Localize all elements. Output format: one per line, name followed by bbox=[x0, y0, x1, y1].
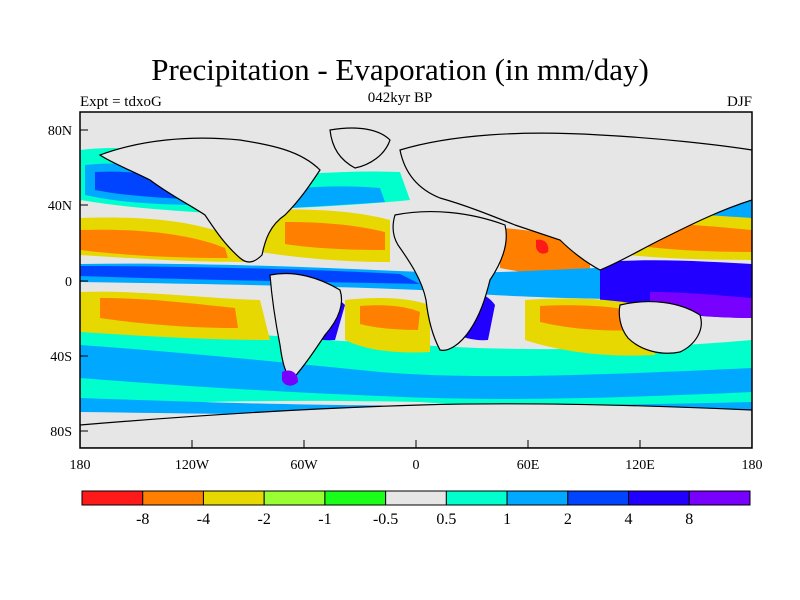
color-bar-swatch bbox=[567, 490, 630, 506]
africa-coast bbox=[392, 211, 507, 351]
color-bar-swatch bbox=[445, 490, 508, 506]
eurasia-coast bbox=[399, 132, 752, 271]
color-bar-swatch bbox=[688, 490, 751, 506]
color-bar-swatch bbox=[81, 490, 144, 506]
color-bar-swatch bbox=[506, 490, 569, 506]
color-bar-label: -4 bbox=[197, 511, 210, 528]
lat-tick-label: 80S bbox=[50, 425, 72, 440]
color-bar-swatch bbox=[628, 490, 690, 506]
australia-coast bbox=[618, 301, 702, 354]
color-bar-label: -0.5 bbox=[373, 511, 398, 528]
southern-storm-track-blue bbox=[80, 345, 752, 399]
spac-dry-orange bbox=[100, 298, 238, 328]
lon-tick-label: 60W bbox=[290, 458, 318, 473]
lon-tick-label: 180 bbox=[70, 458, 91, 473]
antarctica-coast bbox=[80, 403, 752, 448]
south-america-coast bbox=[269, 272, 343, 381]
axis-ticks bbox=[79, 129, 753, 448]
andes-wet-spot bbox=[282, 370, 298, 386]
natl-dry-orange bbox=[285, 222, 385, 250]
coastlines bbox=[80, 127, 752, 448]
color-bar-label: -8 bbox=[136, 511, 149, 528]
satl-dry-orange bbox=[360, 305, 420, 330]
lon-tick-label: 0 bbox=[413, 458, 420, 473]
color-bar-label: 8 bbox=[685, 511, 693, 528]
period-label: 042kyr BP bbox=[367, 90, 433, 106]
color-bar-swatch bbox=[385, 490, 447, 506]
itcz-darkblue bbox=[80, 266, 420, 284]
lat-tick-labels: 80N 40N 0 40S 80S bbox=[48, 124, 72, 440]
color-bar-label: 1 bbox=[503, 511, 511, 528]
lon-tick-labels: 180 120W 60W 0 60E 120E 180 bbox=[70, 458, 763, 473]
npac-dry-orange bbox=[80, 229, 228, 258]
lon-tick-label: 120E bbox=[625, 458, 655, 473]
color-bar-label: 2 bbox=[564, 511, 572, 528]
color-bar-label: -1 bbox=[318, 511, 331, 528]
greenland-coast bbox=[329, 127, 391, 169]
red-sea-wet-spot bbox=[536, 239, 549, 254]
lat-tick-label: 40S bbox=[50, 350, 72, 365]
color-bar-swatch bbox=[324, 490, 387, 506]
lat-tick-label: 40N bbox=[48, 199, 72, 214]
lon-tick-label: 120W bbox=[175, 458, 210, 473]
field-plot bbox=[80, 112, 752, 448]
color-bar-labels: -8 -4 -2 -1 -0.5 0.5 1 2 4 8 bbox=[136, 511, 693, 528]
color-bar bbox=[81, 490, 751, 506]
color-bar-swatch bbox=[263, 490, 326, 506]
color-bar-swatch bbox=[142, 490, 204, 506]
lon-tick-label: 60E bbox=[517, 458, 540, 473]
color-bar-label: 0.5 bbox=[436, 511, 456, 528]
experiment-label: Expt = tdxoG bbox=[80, 94, 162, 110]
season-label: DJF bbox=[726, 94, 752, 110]
lat-tick-label: 0 bbox=[65, 275, 72, 290]
color-bar-label: -2 bbox=[258, 511, 271, 528]
north-america-coast bbox=[98, 137, 321, 263]
lat-tick-label: 80N bbox=[48, 124, 72, 139]
map-title: Precipitation - Evaporation (in mm/day) bbox=[151, 52, 649, 87]
lon-tick-label: 180 bbox=[742, 458, 763, 473]
color-bar-swatch bbox=[202, 490, 265, 506]
color-bar-label: 4 bbox=[625, 511, 633, 528]
